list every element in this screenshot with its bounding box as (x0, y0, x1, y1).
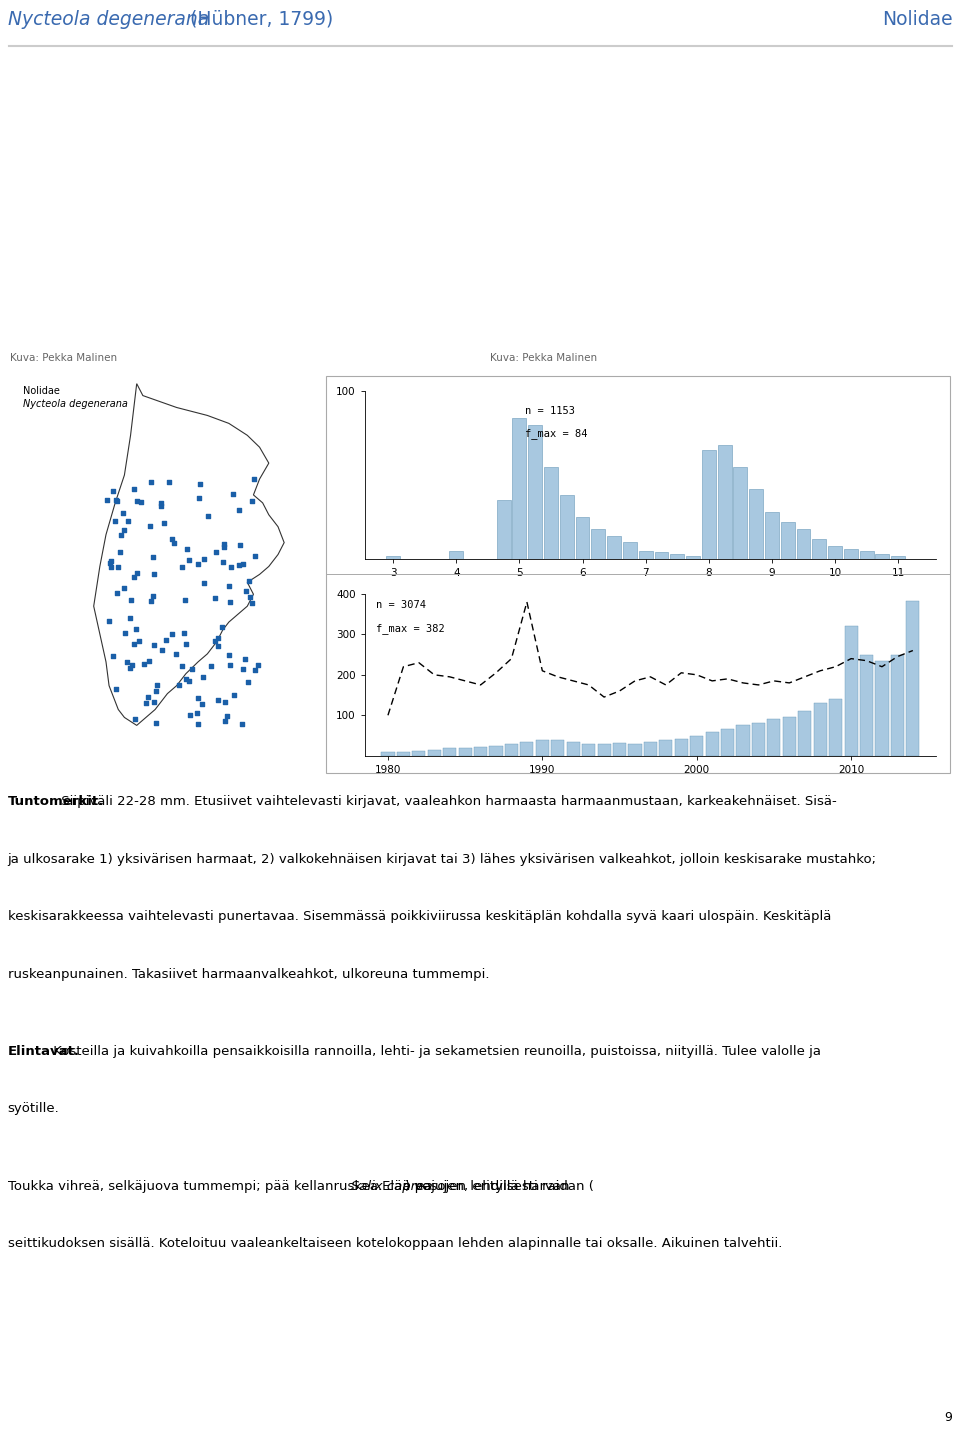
Bar (613, 743, 626, 756)
Polygon shape (94, 384, 284, 725)
Text: Salix caprea: Salix caprea (350, 1181, 432, 1194)
Bar (891, 656, 904, 756)
Bar (721, 730, 734, 756)
Bar (520, 741, 534, 756)
Text: ruskeanpunainen. Takasiivet harmaanvalkeahkot, ulkoreuna tummempi.: ruskeanpunainen. Takasiivet harmaanvalke… (8, 968, 490, 981)
Bar (749, 488, 763, 559)
Bar (690, 736, 704, 756)
Text: keskisarakkeessa vaihtelevasti punertavaa. Sisemmässä poikkiviirussa keskitäplän: keskisarakkeessa vaihtelevasti punertava… (8, 910, 831, 923)
Bar (607, 536, 621, 559)
Bar (812, 539, 827, 559)
Text: Kuva: Pekka Malinen: Kuva: Pekka Malinen (490, 354, 597, 363)
Bar (844, 549, 857, 559)
Bar (536, 740, 549, 756)
Bar (660, 740, 672, 756)
Bar (444, 749, 456, 756)
Bar (496, 500, 511, 559)
Bar (644, 741, 657, 756)
Bar (876, 660, 889, 756)
Bar (474, 747, 487, 756)
Bar (582, 744, 595, 756)
Text: f_max = 382: f_max = 382 (376, 623, 445, 634)
Bar (765, 512, 779, 559)
Bar (528, 425, 542, 559)
Bar (675, 738, 687, 756)
Text: seittikudoksen sisällä. Koteloituu vaaleankeltaiseen kotelokoppaan lehden alapin: seittikudoksen sisällä. Koteloituu vaale… (8, 1237, 782, 1250)
Bar (767, 720, 780, 756)
Text: n = 1153: n = 1153 (525, 406, 575, 416)
Text: n = 3074: n = 3074 (376, 600, 426, 610)
Bar (396, 751, 410, 756)
Text: syötille.: syötille. (8, 1103, 60, 1116)
Bar (386, 556, 400, 559)
Bar (560, 496, 574, 559)
Bar (544, 467, 558, 559)
Text: 9: 9 (945, 1412, 952, 1423)
Text: (Hübner, 1799): (Hübner, 1799) (184, 10, 333, 29)
Bar (638, 551, 653, 559)
Bar (412, 751, 425, 756)
Text: Nycteola degenerana: Nycteola degenerana (23, 399, 128, 409)
Text: Nolidae: Nolidae (23, 386, 60, 396)
Bar (797, 529, 810, 559)
Bar (490, 746, 503, 756)
Text: Tuntomerkit.: Tuntomerkit. (8, 795, 104, 808)
Text: Kosteilla ja kuivahkoilla pensaikkoisilla rannoilla, lehti- ja sekametsien reuno: Kosteilla ja kuivahkoilla pensaikkoisill… (49, 1045, 821, 1058)
Bar (623, 542, 636, 559)
Bar (566, 741, 580, 756)
Bar (752, 724, 765, 756)
Bar (591, 529, 605, 559)
Bar (597, 744, 611, 756)
Bar (859, 551, 874, 559)
Text: ) vesojen lehdillä harvan: ) vesojen lehdillä harvan (405, 1181, 569, 1194)
Bar (449, 551, 464, 559)
Text: Toukka vihreä, selkäjuova tummempi; pää kellanruskea.Elää pajujen, erityisesti r: Toukka vihreä, selkäjuova tummempi; pää … (8, 1181, 593, 1194)
Bar (459, 747, 471, 756)
Bar (828, 546, 842, 559)
Bar (706, 733, 719, 756)
Bar (733, 467, 747, 559)
Text: Siipiväli 22-28 mm. Etusiivet vaihtelevasti kirjavat, vaaleahkon harmaasta harma: Siipiväli 22-28 mm. Etusiivet vaihteleva… (57, 795, 837, 808)
Bar (780, 522, 795, 559)
Text: Kuva: Pekka Malinen: Kuva: Pekka Malinen (10, 354, 117, 363)
Bar (876, 555, 889, 559)
Bar (736, 725, 750, 756)
Text: Nolidae: Nolidae (881, 10, 952, 29)
Bar (655, 552, 668, 559)
Bar (891, 556, 905, 559)
Bar (381, 753, 395, 756)
Text: Elintavat.: Elintavat. (8, 1045, 80, 1058)
Text: f_max = 84: f_max = 84 (525, 428, 588, 439)
Bar (782, 717, 796, 756)
Bar (829, 699, 842, 756)
Bar (551, 740, 564, 756)
Bar (798, 711, 811, 756)
Bar (906, 601, 920, 756)
Bar (702, 449, 716, 559)
Bar (670, 555, 684, 559)
Bar (860, 655, 873, 756)
Bar (686, 556, 700, 559)
Bar (718, 445, 732, 559)
Bar (845, 626, 857, 756)
Text: ja ulkosarake 1) yksivärisen harmaat, 2) valkokehnäisen kirjavat tai 3) lähes yk: ja ulkosarake 1) yksivärisen harmaat, 2)… (8, 853, 876, 866)
Text: Nycteola degenerana: Nycteola degenerana (8, 10, 209, 29)
Bar (576, 517, 589, 559)
Bar (505, 744, 518, 756)
Bar (629, 744, 641, 756)
Bar (428, 750, 441, 756)
Bar (814, 704, 827, 756)
Bar (513, 418, 526, 559)
